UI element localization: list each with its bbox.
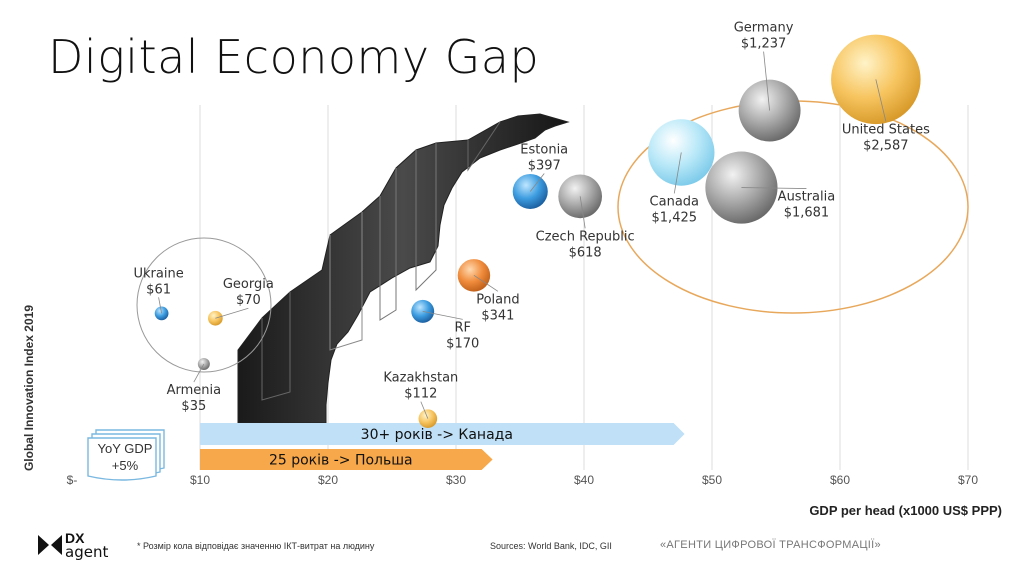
yoy-gdp-card: YoY GDP +5% bbox=[87, 429, 168, 484]
bubble-label-value: $1,237 bbox=[741, 37, 787, 52]
leader-line bbox=[193, 363, 205, 383]
bubble-label-value: $397 bbox=[528, 158, 561, 173]
bubble-label-value: $1,425 bbox=[652, 210, 698, 225]
x-tick-label: $50 bbox=[702, 473, 722, 487]
bubble-label-value: $61 bbox=[146, 282, 171, 297]
x-tick-label: $20 bbox=[318, 473, 338, 487]
bubble-label-value: $170 bbox=[446, 336, 479, 351]
bubble-label-name: Armenia bbox=[167, 383, 222, 398]
bubble-label-name: RF bbox=[454, 320, 471, 335]
dx-agent-logo: DX agent bbox=[38, 530, 118, 561]
time-gap-arrows: 30+ років -> Канада 25 років -> Польша bbox=[200, 423, 685, 470]
bubble-label-name: Canada bbox=[650, 194, 699, 209]
x-axis-label: GDP per head (x1000 US$ PPP) bbox=[809, 503, 1002, 518]
yoy-gdp-value: +5% bbox=[111, 458, 139, 473]
bubble-label-value: $2,587 bbox=[863, 138, 909, 153]
bubble-label-name: Germany bbox=[734, 21, 794, 36]
x-tick-label: $30 bbox=[446, 473, 466, 487]
gap-arrow-label: 25 років -> Польша bbox=[269, 453, 413, 469]
gap-arrow bbox=[200, 423, 685, 445]
sources: Sources: World Bank, IDC, GII bbox=[490, 541, 612, 551]
leader-line bbox=[420, 401, 429, 419]
leader-line bbox=[875, 79, 887, 122]
leader-line bbox=[579, 196, 586, 229]
small-economies-circle bbox=[136, 237, 272, 373]
tagline: «АГЕНТИ ЦИФРОВОЇ ТРАНСФОРМАЦІЇ» bbox=[660, 539, 881, 551]
x-tick-label: $10 bbox=[190, 473, 210, 487]
bubble-label-value: $112 bbox=[404, 387, 437, 402]
x-tick-label: $60 bbox=[830, 473, 850, 487]
bubble-label-value: $341 bbox=[481, 308, 514, 323]
bubble-label-value: $35 bbox=[181, 399, 206, 414]
x-tick-label: $70 bbox=[958, 473, 978, 487]
footnote: * Розмір кола відповідає значенню ІКТ-ви… bbox=[137, 541, 375, 551]
bubble-label-name: United States bbox=[842, 122, 930, 137]
page-title: Digital Economy Gap bbox=[48, 30, 540, 84]
leader-line bbox=[473, 274, 499, 292]
bubble-label-name: Estonia bbox=[520, 142, 568, 157]
x-tick-label: $40 bbox=[574, 473, 594, 487]
bubble-label-name: Poland bbox=[476, 292, 519, 307]
leader-line bbox=[215, 307, 249, 319]
bubble-label-value: $70 bbox=[236, 293, 261, 308]
digital-gap-crack bbox=[237, 113, 570, 424]
leader-line bbox=[422, 311, 463, 320]
x-tick-label: $- bbox=[67, 473, 78, 487]
bubble-label-name: Australia bbox=[778, 190, 836, 205]
leader-line bbox=[741, 187, 807, 189]
gap-arrow bbox=[200, 449, 493, 470]
bubble-label-name: Georgia bbox=[223, 277, 274, 292]
leader-line bbox=[673, 152, 682, 194]
bubble-label-name: Kazakhstan bbox=[383, 371, 458, 386]
bubble-label-value: $618 bbox=[569, 245, 602, 260]
bubble-label-name: Czech Republic bbox=[536, 229, 635, 244]
logo-text-dx: DX bbox=[65, 530, 85, 546]
bubble-label-value: $1,681 bbox=[784, 206, 830, 221]
leader-line bbox=[763, 51, 770, 111]
x-axis-ticks: $- $10 $20 $30 $40 $50 $60 $70 bbox=[67, 473, 979, 487]
logo-bowtie-icon bbox=[38, 535, 62, 555]
bubble-labels: Ukraine$61 Georgia$70 Armenia$35 RF$170 Kaza… bbox=[133, 21, 930, 419]
leader-line bbox=[529, 173, 545, 192]
bubble-label-name: Ukraine bbox=[133, 266, 183, 281]
gap-arrow-label: 30+ років -> Канада bbox=[361, 427, 513, 443]
leader-line bbox=[158, 297, 162, 314]
yoy-gdp-title: YoY GDP bbox=[97, 441, 153, 456]
logo-text-agent: agent bbox=[65, 543, 109, 561]
